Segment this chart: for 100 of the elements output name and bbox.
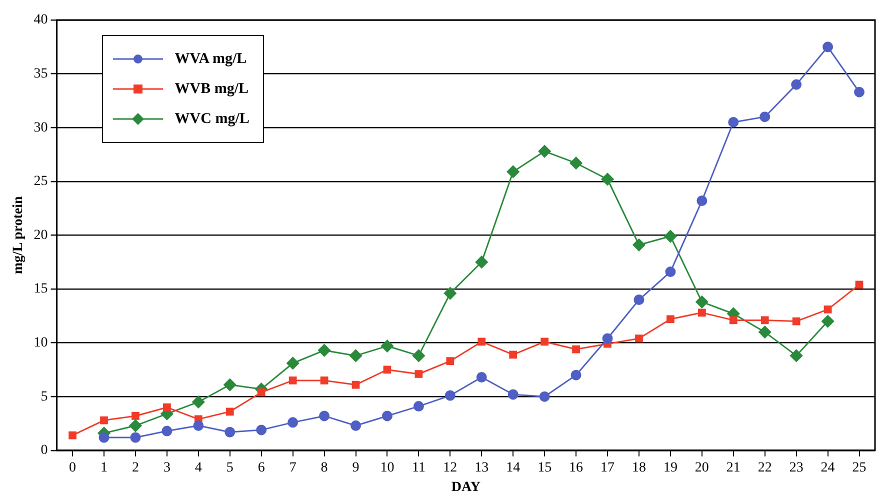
legend-label: WVC mg/L [174, 110, 250, 128]
x-tick-label: 21 [726, 460, 740, 476]
point [163, 403, 171, 412]
point [790, 349, 803, 362]
point [635, 334, 643, 342]
point [538, 145, 551, 158]
point [634, 294, 644, 306]
point [350, 349, 362, 362]
point [664, 230, 677, 243]
point [824, 306, 832, 314]
point [162, 426, 172, 436]
point [380, 340, 394, 352]
x-tick-label: 16 [569, 460, 584, 476]
point [132, 412, 140, 420]
x-tick-label: 9 [352, 460, 360, 476]
point [506, 165, 520, 178]
y-axis-title: mg/L protein [11, 196, 26, 274]
point [855, 280, 864, 289]
point [729, 316, 738, 324]
y-tick-label: 10 [34, 335, 48, 350]
point [444, 390, 456, 401]
x-tick-label: 22 [758, 460, 772, 476]
point [413, 401, 424, 412]
x-tick-label: 12 [443, 460, 458, 476]
point [572, 345, 580, 354]
x-tick-label: 11 [412, 460, 426, 476]
y-tick-label: 5 [40, 389, 48, 404]
x-tick-label: 18 [632, 460, 646, 476]
legend-label: WVA mg/L [174, 50, 247, 68]
point [319, 410, 330, 422]
point [508, 389, 518, 400]
x-tick-label: 13 [474, 460, 489, 476]
point [256, 424, 267, 436]
point [129, 419, 142, 432]
x-tick-label: 1 [100, 460, 108, 476]
point [446, 357, 454, 366]
y-tick-label: 20 [34, 228, 48, 243]
x-tick-label: 17 [600, 460, 615, 476]
point [540, 338, 549, 346]
x-tick-label: 15 [538, 460, 552, 476]
x-tick-label: 14 [506, 460, 520, 476]
point [665, 266, 676, 278]
point [286, 356, 300, 370]
x-axis-title: DAY [451, 480, 480, 496]
point [854, 86, 865, 98]
point [192, 396, 205, 408]
x-tick-label: 6 [258, 460, 265, 476]
point [412, 349, 425, 362]
point [822, 315, 834, 328]
point [696, 196, 708, 206]
point [383, 366, 392, 374]
x-tick-label: 19 [663, 460, 678, 476]
x-tick-label: 4 [194, 460, 202, 476]
y-tick-label: 0 [40, 443, 48, 458]
point [98, 432, 110, 443]
point [100, 416, 108, 424]
x-tick-label: 20 [694, 460, 709, 476]
x-tick-label: 8 [320, 460, 328, 476]
point [288, 376, 297, 384]
point [509, 350, 518, 359]
point [350, 420, 362, 431]
x-tick-label: 0 [69, 460, 76, 476]
x-tick-label: 2 [132, 460, 139, 476]
point [698, 308, 706, 317]
legend-label: WVB mg/L [174, 80, 249, 98]
point [224, 426, 236, 438]
y-tick-label: 35 [34, 66, 48, 82]
point [478, 338, 486, 346]
y-tick-label: 15 [34, 282, 48, 297]
x-tick-label: 5 [226, 460, 234, 476]
point [760, 112, 770, 122]
point [288, 417, 298, 428]
y-tick-label: 40 [34, 12, 48, 28]
point [130, 432, 141, 443]
y-tick-label: 30 [34, 120, 48, 136]
x-tick-label: 7 [289, 460, 296, 476]
point [822, 42, 834, 52]
point [193, 420, 204, 431]
x-tick-label: 23 [789, 460, 804, 476]
point [68, 431, 76, 440]
point [760, 316, 769, 324]
point [352, 380, 360, 389]
point [414, 370, 423, 378]
point [444, 287, 456, 300]
point [602, 333, 613, 344]
point [475, 256, 488, 268]
y-tick-label: 25 [34, 174, 48, 190]
point [696, 296, 708, 308]
point [570, 156, 582, 170]
point [224, 378, 236, 392]
point [791, 79, 802, 90]
x-tick-label: 10 [380, 460, 394, 476]
point [382, 410, 392, 422]
x-tick-label: 24 [820, 460, 835, 476]
point [792, 317, 800, 326]
x-tick-label: 25 [852, 460, 866, 476]
point [320, 376, 328, 384]
point [728, 116, 739, 128]
point [758, 326, 772, 338]
point [318, 344, 331, 357]
